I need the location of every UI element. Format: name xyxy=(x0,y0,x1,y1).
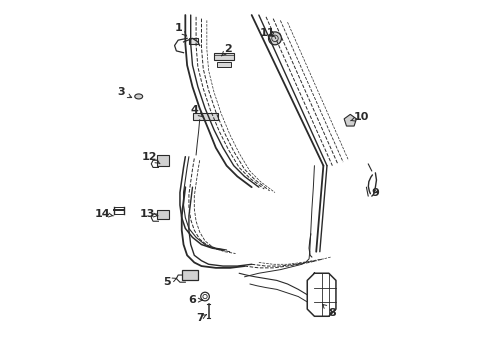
Text: 10: 10 xyxy=(350,112,368,122)
FancyBboxPatch shape xyxy=(192,113,217,120)
FancyBboxPatch shape xyxy=(214,53,233,60)
Text: 13: 13 xyxy=(140,209,158,219)
Text: 12: 12 xyxy=(142,152,160,164)
Text: 8: 8 xyxy=(322,305,336,318)
Text: 14: 14 xyxy=(95,209,113,219)
Ellipse shape xyxy=(135,94,142,99)
FancyBboxPatch shape xyxy=(188,38,198,44)
Text: 2: 2 xyxy=(221,44,232,56)
FancyBboxPatch shape xyxy=(156,211,169,220)
Text: 7: 7 xyxy=(195,313,206,323)
Text: 6: 6 xyxy=(188,295,202,305)
Text: 11: 11 xyxy=(260,28,275,38)
Text: 9: 9 xyxy=(371,188,379,198)
Circle shape xyxy=(268,32,281,45)
FancyBboxPatch shape xyxy=(216,62,230,67)
Text: 3: 3 xyxy=(117,87,131,98)
Text: 1: 1 xyxy=(174,23,186,36)
Text: 4: 4 xyxy=(190,105,203,117)
Text: 5: 5 xyxy=(163,277,176,287)
FancyBboxPatch shape xyxy=(156,155,169,166)
FancyBboxPatch shape xyxy=(182,270,198,280)
